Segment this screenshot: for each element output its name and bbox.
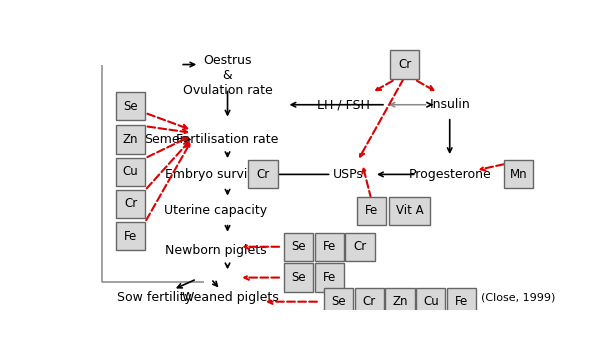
Text: Weaned piglets: Weaned piglets [182, 291, 278, 304]
Text: Oestrus
&
Ovulation rate: Oestrus & Ovulation rate [182, 54, 273, 97]
Text: Embryo survival: Embryo survival [165, 168, 266, 181]
Text: Fe: Fe [455, 295, 468, 308]
Text: Fe: Fe [365, 204, 378, 217]
FancyBboxPatch shape [386, 287, 415, 316]
Text: Fe: Fe [124, 230, 137, 243]
Text: Se: Se [291, 271, 306, 284]
FancyBboxPatch shape [116, 158, 145, 186]
Text: Cr: Cr [124, 197, 137, 211]
Text: Cr: Cr [363, 295, 376, 308]
Text: Cr: Cr [256, 168, 270, 181]
Text: Fe: Fe [323, 271, 336, 284]
Text: Cu: Cu [123, 165, 138, 178]
Text: LH / FSH: LH / FSH [317, 98, 370, 111]
Text: (Close, 1999): (Close, 1999) [481, 293, 556, 303]
Text: Fe: Fe [323, 240, 336, 253]
Text: Cr: Cr [353, 240, 367, 253]
FancyBboxPatch shape [116, 92, 145, 120]
FancyBboxPatch shape [315, 233, 344, 261]
Text: USPs: USPs [332, 168, 364, 181]
Text: Se: Se [331, 295, 346, 308]
Text: Progesterone: Progesterone [408, 168, 491, 181]
Text: Mn: Mn [509, 168, 527, 181]
Text: Se: Se [123, 100, 138, 112]
FancyBboxPatch shape [116, 190, 145, 218]
FancyBboxPatch shape [315, 263, 344, 292]
FancyBboxPatch shape [116, 222, 145, 250]
Text: Uterine capacity: Uterine capacity [164, 204, 267, 217]
Text: Vit A: Vit A [396, 204, 423, 217]
FancyBboxPatch shape [116, 126, 145, 153]
FancyBboxPatch shape [345, 233, 375, 261]
FancyBboxPatch shape [504, 160, 533, 189]
Text: Newborn piglets: Newborn piglets [165, 244, 267, 257]
FancyBboxPatch shape [354, 287, 384, 316]
Text: Cr: Cr [398, 58, 411, 71]
Text: Insulin: Insulin [429, 98, 470, 111]
FancyBboxPatch shape [284, 263, 313, 292]
FancyBboxPatch shape [390, 50, 420, 79]
FancyBboxPatch shape [357, 197, 386, 225]
FancyBboxPatch shape [284, 233, 313, 261]
FancyBboxPatch shape [416, 287, 445, 316]
Text: Semen: Semen [145, 133, 188, 146]
FancyBboxPatch shape [389, 197, 430, 225]
FancyBboxPatch shape [248, 160, 278, 189]
Text: Se: Se [291, 240, 306, 253]
FancyBboxPatch shape [324, 287, 353, 316]
Text: Fertilisation rate: Fertilisation rate [176, 133, 279, 146]
FancyBboxPatch shape [447, 287, 476, 316]
Text: Sow fertility: Sow fertility [117, 291, 192, 304]
Text: Zn: Zn [123, 133, 138, 146]
Text: Cu: Cu [423, 295, 439, 308]
Text: Zn: Zn [392, 295, 408, 308]
